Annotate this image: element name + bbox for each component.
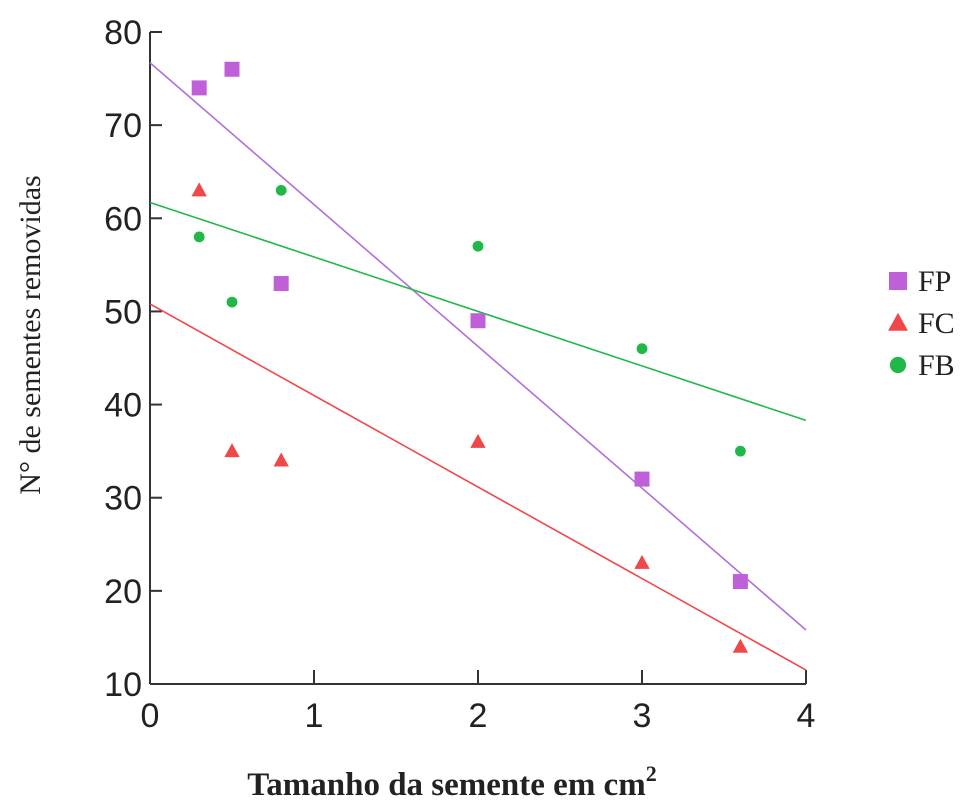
data-point-triangle <box>273 452 289 467</box>
y-tick-label: 30 <box>104 480 142 518</box>
data-point-square <box>273 275 289 291</box>
data-point-square <box>732 574 748 590</box>
y-tick-label: 50 <box>104 293 142 331</box>
data-point-triangle <box>470 433 486 448</box>
x-tick-label: 4 <box>797 697 816 735</box>
data-points <box>191 61 749 653</box>
x-axis-label: Tamanho da semente em cm <box>247 767 645 803</box>
y-tick-label: 40 <box>104 387 142 425</box>
x-tick-label: 3 <box>633 697 652 735</box>
data-point-triangle <box>224 443 240 458</box>
data-point-triangle <box>191 182 207 197</box>
x-axis-superscript: 2 <box>646 761 657 786</box>
x-tick-label: 2 <box>469 697 488 735</box>
y-tick-label: 10 <box>104 666 142 704</box>
y-tick-label: 60 <box>104 200 142 238</box>
data-point-circle <box>636 343 648 355</box>
data-point-triangle <box>634 554 650 569</box>
data-point-circle <box>275 184 287 196</box>
legend-item-fc: FC <box>888 307 955 340</box>
legend-label: FP <box>918 265 951 298</box>
data-point-circle <box>735 445 746 457</box>
data-point-square <box>470 313 486 329</box>
data-point-circle <box>226 296 238 308</box>
legend-label: FC <box>918 307 955 340</box>
axes: 0 1 2 3 4 10 20 30 40 50 60 70 80 <box>104 14 815 735</box>
data-point-circle <box>889 356 907 374</box>
trend-line-fb <box>149 201 807 422</box>
y-tick-label: 20 <box>104 573 142 611</box>
data-point-circle <box>193 231 205 243</box>
trend-line-fc <box>149 303 807 671</box>
y-axis-label: N° de sementes removidas <box>14 175 47 494</box>
y-axis-title: N° de sementes removidas <box>14 175 47 494</box>
data-point-square <box>889 272 907 290</box>
data-point-circle <box>472 240 484 252</box>
trend-lines <box>149 62 807 671</box>
data-point-square <box>191 80 207 96</box>
x-axis-title: Tamanho da semente em cm2 <box>247 761 656 803</box>
legend-item-fb: FB <box>889 349 955 382</box>
legend-label: FB <box>918 349 955 382</box>
x-tick-label: 0 <box>141 697 160 735</box>
legend: FP FC FB <box>888 265 955 382</box>
data-point-square <box>634 471 650 487</box>
x-tick-label: 1 <box>305 697 324 735</box>
legend-item-fp: FP <box>889 265 951 298</box>
data-point-triangle <box>732 638 749 653</box>
y-tick-label: 70 <box>104 107 142 145</box>
trend-line-fp <box>149 62 807 631</box>
data-point-triangle <box>888 312 908 331</box>
y-tick-label: 80 <box>104 14 142 52</box>
data-point-square <box>224 61 240 77</box>
